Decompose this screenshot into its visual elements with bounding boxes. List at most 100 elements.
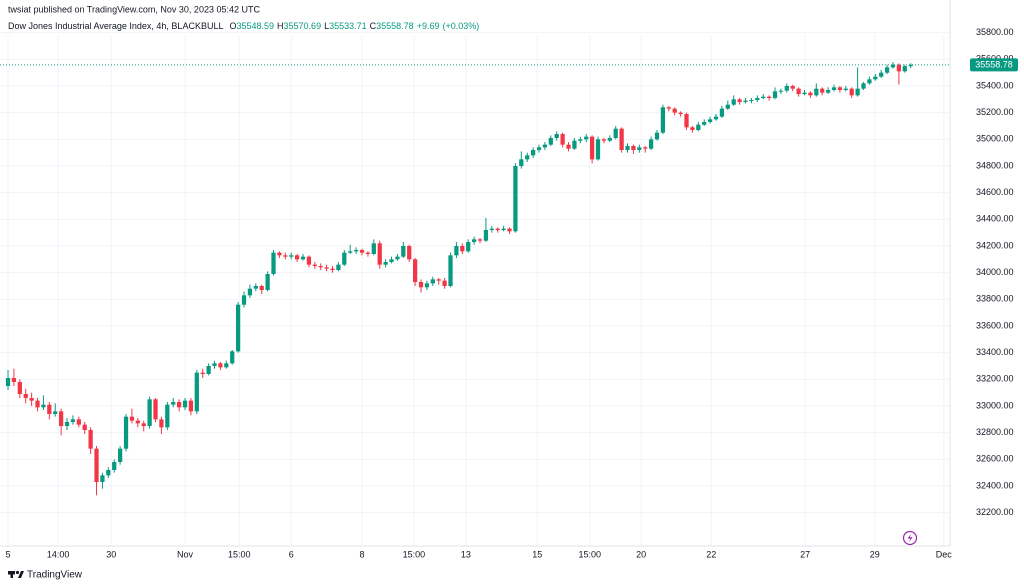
candle-body [200,372,205,374]
legend-value: 35533.71 [329,21,367,31]
candle-body [784,86,789,91]
legend-key: L [324,21,329,31]
x-tick-label: 15:00 [403,549,426,559]
x-tick-label: 8 [360,549,365,559]
candle-body [377,243,382,265]
candle-body [23,394,28,398]
legend: Dow Jones Industrial Average Index, 4h, … [8,21,479,31]
candle-body [843,88,848,90]
candle-body [696,124,701,130]
candle-body [466,242,471,252]
candle-body [141,423,146,426]
logo-stem [10,571,13,578]
candle-body [265,274,270,290]
candle-body [64,422,70,426]
candle-body [548,138,553,145]
event-icon[interactable] [902,530,918,546]
candle-body [176,402,182,408]
candle-body [867,79,872,84]
x-tick-label: 22 [706,549,716,559]
candle-body [749,100,754,101]
candle-body [182,400,188,408]
candle-body [442,280,447,286]
candle-body [607,138,612,141]
candle-body [289,255,294,257]
y-tick-label: 33200.00 [976,374,1014,384]
candle-body [147,399,152,426]
candle-body [589,136,595,160]
legend-title: Dow Jones Industrial Average Index, 4h, … [8,21,223,31]
candle-body [613,128,618,138]
candle-body [684,114,689,128]
y-tick-label: 33800.00 [976,294,1014,304]
candle-body [761,96,766,98]
candle-body [654,132,660,140]
candle-body [454,246,459,256]
candle-body [94,448,99,482]
candle-body [908,64,913,67]
x-tick-label: 29 [870,549,880,559]
candle-body [660,107,666,133]
candles [0,62,950,496]
candle-body [483,230,489,241]
candle-body [501,228,506,230]
candle-body [707,119,713,122]
candle-body [312,264,317,266]
x-tick-label: Dec [936,549,953,559]
brand-logo [8,570,24,578]
x-tick-label: 30 [106,549,116,559]
candle-body [690,127,695,130]
candle-body [896,64,902,72]
candle-body [595,139,601,160]
candle-body [460,246,465,252]
candle-body [153,399,158,420]
candle-body [407,246,412,260]
candle-body [188,400,194,412]
y-tick-label: 33600.00 [976,320,1014,330]
candle-body [224,363,229,368]
candle-body [353,250,359,252]
candle-body [849,88,854,96]
candle-body [560,134,565,145]
grid [0,32,950,546]
legend-text: Dow Jones Industrial Average Index, 4h, … [8,21,479,31]
y-tick-label: 32800.00 [976,427,1014,437]
candle-body [890,64,896,68]
legend-key: O [229,21,236,31]
legend-value: 35558.78 [376,21,414,31]
candle-body [743,100,748,102]
candle-body [725,104,730,109]
y-tick-label: 35800.00 [976,27,1014,37]
candle-body [554,134,559,138]
candle-body [436,279,441,281]
candle-body [271,252,276,274]
x-tick-label: 13 [461,549,471,559]
candle-body [430,279,435,284]
candle-body [165,404,170,428]
candle-body [371,243,376,254]
candle-body [471,239,477,242]
candle-body [247,288,253,296]
candle-body [123,416,129,449]
candle-body [5,378,11,386]
candle-body [135,420,140,424]
candle-body [873,76,878,80]
candle-body [212,363,217,366]
brand-name: TradingView [27,570,83,581]
candle-body [171,402,176,405]
candle-body [530,150,536,156]
candle-body [35,400,40,408]
candle-body [218,363,223,368]
legend-key: H [277,21,284,31]
candle-body [713,116,719,120]
candle-body [495,228,500,230]
candle-body [283,255,288,257]
candle-body [253,286,258,289]
candle-body [159,419,164,428]
candle-body [820,88,825,93]
legend-value: 35570.69 [284,21,322,31]
legend-value: 35548.59 [236,21,274,31]
candle-body [584,136,589,140]
x-tick-label: 5 [6,549,11,559]
